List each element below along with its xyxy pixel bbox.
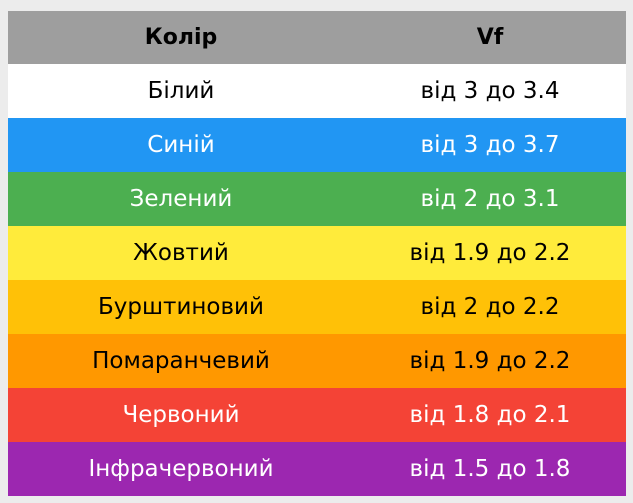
vf-range-cell: від 2 до 2.2	[420, 294, 560, 320]
table-row: Зелений від 2 до 3.1	[8, 172, 626, 226]
vf-range-cell: від 1.9 до 2.2	[409, 240, 571, 266]
color-name-cell: Жовтий	[133, 240, 229, 266]
color-name-cell: Помаранчевий	[92, 348, 270, 374]
color-name-cell: Синій	[147, 132, 215, 158]
table-row: Бурштиновий від 2 до 2.2	[8, 280, 626, 334]
table-header-row: Колір Vf	[8, 11, 626, 64]
table-row: Синій від 3 до 3.7	[8, 118, 626, 172]
color-name-cell: Бурштиновий	[98, 294, 264, 320]
color-name-cell: Білий	[147, 78, 215, 104]
led-voltage-table-container: Колір Vf Білий від 3 до 3.4 Синій від 3 …	[8, 11, 626, 496]
vf-range-cell: від 3 до 3.7	[420, 132, 560, 158]
vf-range-cell: від 2 до 3.1	[420, 186, 560, 212]
vf-range-cell: від 1.8 до 2.1	[409, 402, 571, 428]
color-name-cell: Зелений	[129, 186, 233, 212]
color-name-cell: Червоний	[122, 402, 240, 428]
column-header-vf: Vf	[354, 11, 626, 64]
vf-range-cell: від 3 до 3.4	[420, 78, 560, 104]
column-header-color: Колір	[8, 11, 354, 64]
color-name-cell: Інфрачервоний	[88, 456, 274, 482]
table-row: Білий від 3 до 3.4	[8, 64, 626, 118]
led-voltage-table: Колір Vf Білий від 3 до 3.4 Синій від 3 …	[8, 11, 626, 496]
table-row: Червоний від 1.8 до 2.1	[8, 388, 626, 442]
vf-range-cell: від 1.9 до 2.2	[409, 348, 571, 374]
table-row: Інфрачервоний від 1.5 до 1.8	[8, 442, 626, 496]
table-row: Жовтий від 1.9 до 2.2	[8, 226, 626, 280]
table-row: Помаранчевий від 1.9 до 2.2	[8, 334, 626, 388]
vf-range-cell: від 1.5 до 1.8	[409, 456, 571, 482]
